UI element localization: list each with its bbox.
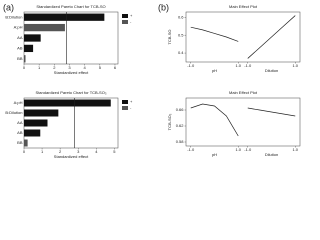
x-tick-label: 3	[68, 65, 71, 70]
x-axis-label: Standardized effect	[54, 154, 89, 159]
legend-swatch	[122, 20, 128, 24]
y-tick-label: A:pH	[14, 100, 23, 105]
y-tick-label: AA	[17, 120, 23, 125]
x-axis-label: pH	[212, 152, 217, 157]
effect-line	[247, 15, 296, 59]
x-tick-label: 0	[23, 149, 26, 154]
effect-line	[247, 107, 296, 117]
x-tick-label: 1	[38, 65, 41, 70]
legend-label: +	[130, 99, 133, 104]
bar	[24, 119, 48, 127]
bar	[24, 34, 41, 42]
x-tick-label: 2	[59, 149, 62, 154]
y-tick-label: BB	[17, 140, 23, 145]
x-tick-label: 2	[53, 65, 56, 70]
y-tick-label: 0.6	[178, 14, 184, 19]
x-tick-label: -1.0	[187, 63, 195, 68]
x-tick-label: 1.0	[235, 63, 241, 68]
y-tick-label: AA	[17, 35, 23, 40]
bar	[24, 109, 59, 117]
legend-swatch	[122, 14, 128, 18]
bar	[24, 55, 26, 63]
x-tick-label: -1.0	[187, 147, 195, 152]
bar	[24, 139, 28, 147]
legend-label: +	[130, 13, 133, 18]
x-tick-label: 0	[23, 65, 26, 70]
y-tick-label: 0.62	[176, 123, 185, 128]
x-axis-label: Dilution	[265, 68, 278, 73]
y-tick-label: B:Dilution	[5, 110, 22, 115]
effect-line	[190, 103, 239, 137]
y-axis-label: TCB-SO	[167, 29, 172, 44]
legend-swatch	[122, 100, 128, 104]
x-tick-label: 1.0	[292, 63, 298, 68]
y-tick-label: 0.66	[176, 107, 185, 112]
chart-title: Main Effect Plot	[229, 90, 258, 95]
y-tick-label: A:pH	[14, 25, 23, 30]
x-tick-label: 4	[95, 149, 98, 154]
bar	[24, 44, 34, 53]
x-tick-label: 6	[114, 65, 117, 70]
y-axis-label: TCB-SO₃	[167, 113, 172, 130]
x-axis-label: Standardized effect	[54, 70, 89, 75]
legend-label: -	[130, 105, 132, 110]
x-tick-label: 1.0	[292, 147, 298, 152]
bar	[24, 99, 111, 107]
x-tick-label: -1.0	[244, 147, 252, 152]
figure: (a) (b) Standardized Pareto Chart for TC…	[3, 2, 301, 159]
x-tick-label: 4	[84, 65, 87, 70]
y-tick-label: AB	[17, 45, 23, 50]
chart-title: Main Effect Plot	[229, 4, 258, 9]
y-tick-label: AB	[17, 130, 23, 135]
bar	[24, 13, 105, 21]
x-axis-label: Dilution	[265, 152, 278, 157]
legend-label: -	[130, 19, 132, 24]
x-tick-label: 1	[41, 149, 44, 154]
bar	[24, 129, 41, 137]
y-tick-label: 0.58	[176, 139, 185, 144]
panel-label: (b)	[158, 2, 169, 12]
legend-swatch	[122, 106, 128, 110]
plot-frame	[185, 97, 301, 147]
plot-frame	[185, 11, 301, 63]
y-tick-label: 0.4	[178, 50, 184, 55]
effect-line	[190, 26, 239, 42]
chart-title: Standardized Pareto Chart for TCB-SO₃	[36, 90, 107, 95]
x-tick-label: 5	[113, 149, 116, 154]
x-axis-label: pH	[212, 68, 217, 73]
x-tick-label: 5	[99, 65, 102, 70]
chart-title: Standardized Pareto Chart for TCB-SO	[36, 4, 105, 9]
panel-label: (a)	[3, 2, 14, 12]
bar	[24, 23, 65, 32]
x-tick-label: -1.0	[244, 63, 252, 68]
y-tick-label: BB	[17, 56, 23, 61]
x-tick-label: 3	[77, 149, 80, 154]
y-tick-label: 0.5	[178, 32, 184, 37]
x-tick-label: 1.0	[235, 147, 241, 152]
y-tick-label: B:Dilution	[5, 14, 22, 19]
